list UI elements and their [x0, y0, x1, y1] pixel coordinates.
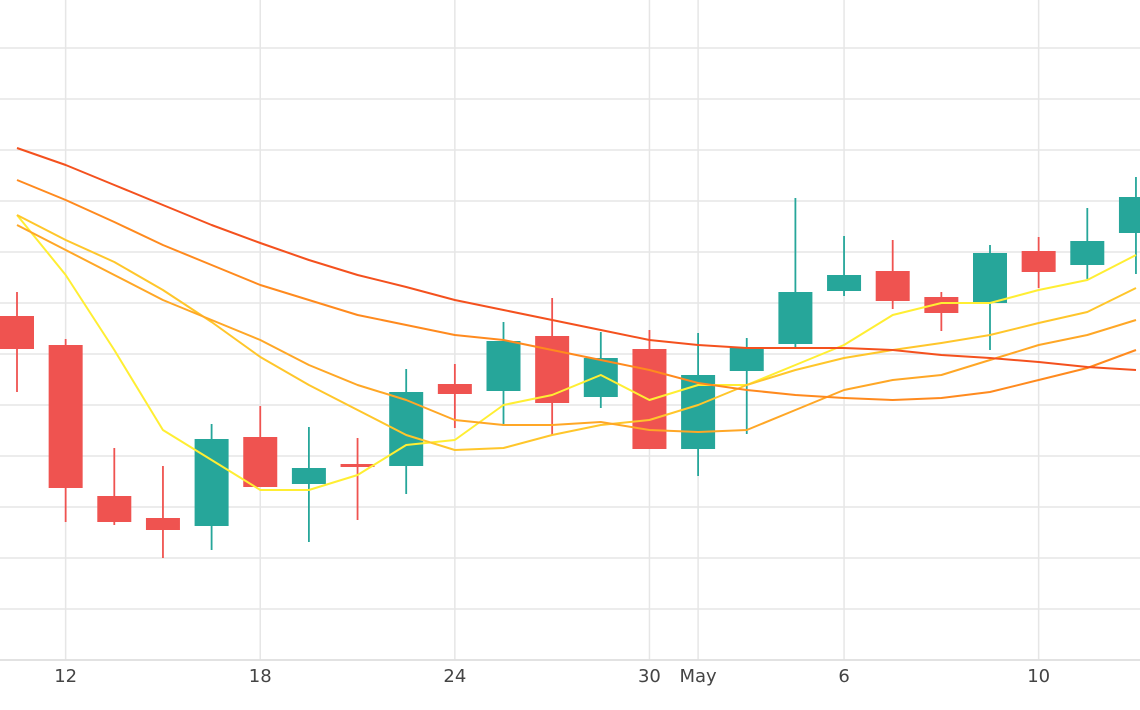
candle-body — [1118, 197, 1140, 233]
candle-body — [48, 345, 83, 488]
candle-body — [583, 358, 618, 397]
candle-body — [973, 253, 1007, 303]
x-tick-label: 10 — [1027, 666, 1050, 687]
candle-body — [1070, 241, 1105, 265]
x-tick-label: 30 — [638, 666, 661, 687]
x-tick-label: 24 — [443, 666, 466, 687]
candle-body — [486, 341, 521, 391]
candle-body — [535, 336, 570, 403]
moving-average-line — [16, 214, 1137, 451]
moving-average-line — [16, 147, 1137, 371]
candle-body — [924, 297, 959, 313]
moving-average-line — [16, 214, 1137, 491]
candle-body — [875, 271, 910, 301]
moving-average-line — [16, 179, 1137, 401]
candle-body — [340, 464, 375, 467]
candle-body — [291, 468, 326, 484]
candle-body — [437, 384, 472, 394]
candle-body — [145, 518, 180, 530]
moving-average-line — [16, 224, 1137, 433]
x-tick-label: 12 — [54, 666, 77, 687]
candle-body — [97, 496, 132, 522]
candle-body — [827, 275, 862, 291]
candle-body — [0, 316, 34, 349]
candle-body — [778, 292, 813, 344]
candle-body — [1021, 251, 1056, 272]
candle-body — [729, 348, 764, 371]
x-tick-label: 6 — [838, 666, 849, 687]
x-tick-label: May — [679, 666, 717, 687]
candle-body — [243, 437, 278, 487]
x-tick-label: 18 — [249, 666, 272, 687]
candle-body — [681, 375, 716, 449]
